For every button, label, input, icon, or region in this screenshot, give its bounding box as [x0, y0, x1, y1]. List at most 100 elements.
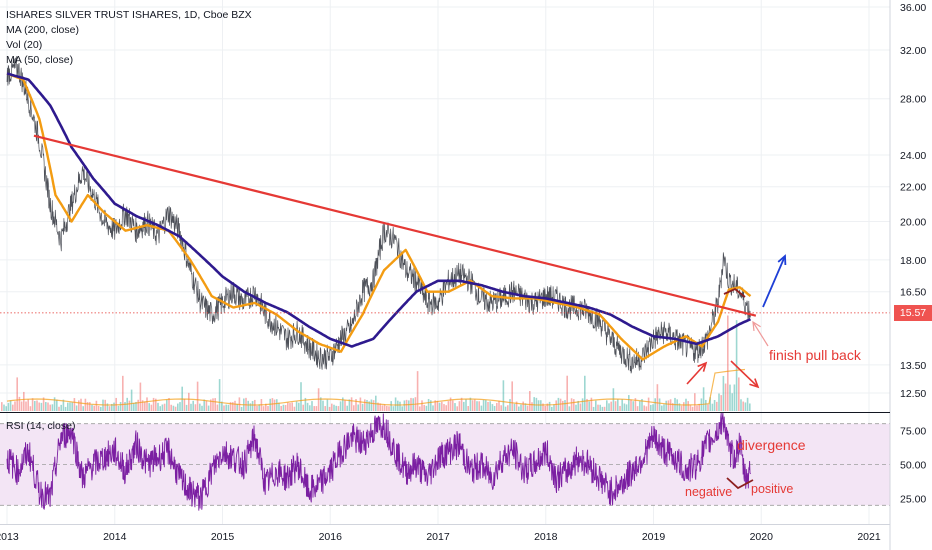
- volume-bar: [269, 398, 271, 411]
- arrow-volume-fall-head: [749, 378, 760, 389]
- legend-ma50: MA (50, close): [6, 54, 74, 66]
- volume-bar: [300, 382, 302, 411]
- volume-bar: [647, 397, 650, 411]
- volume-bar: [680, 405, 683, 411]
- volume-bar: [280, 405, 282, 411]
- volume-bar: [133, 403, 135, 411]
- volume-bar: [210, 399, 212, 411]
- volume-bar: [172, 405, 175, 411]
- volume-bar: [566, 375, 568, 411]
- series-layer: [0, 56, 890, 511]
- volume-bar: [564, 400, 566, 411]
- volume-bar: [293, 406, 296, 411]
- volume-bar: [364, 399, 366, 411]
- volume-bar: [641, 398, 643, 411]
- volume-bar: [16, 377, 18, 411]
- volume-bar: [663, 404, 665, 411]
- volume-bar: [597, 404, 599, 411]
- arrow-pull-back: [752, 321, 769, 347]
- volume-bar: [740, 399, 742, 411]
- volume-bar: [482, 399, 485, 411]
- volume-bar: [749, 403, 751, 411]
- volume-bar: [276, 399, 278, 411]
- volume-bar: [381, 405, 384, 411]
- volume-bar: [51, 404, 54, 411]
- annotation-shapes: [686, 254, 787, 490]
- chart-legend: ISHARES SILVER TRUST ISHARES, 1D, Cboe B…: [6, 8, 252, 68]
- volume-bar: [661, 405, 663, 411]
- volume-bar: [471, 400, 474, 411]
- volume-bar: [370, 399, 373, 411]
- volume-bar: [137, 399, 139, 411]
- volume-bar: [493, 406, 496, 411]
- volume-bar: [443, 404, 445, 411]
- volume-bar: [82, 406, 84, 411]
- price-series-line: [6, 56, 751, 374]
- volume-bar: [419, 406, 421, 411]
- volume-bar: [111, 403, 113, 411]
- y-tick-label: 16.50: [900, 287, 926, 299]
- volume-bar: [581, 398, 584, 411]
- volume-bar: [702, 387, 705, 411]
- volume-bar: [78, 400, 80, 411]
- x-tick-label: 2018: [534, 531, 558, 543]
- volume-bar: [727, 315, 729, 411]
- volume-bar: [73, 398, 76, 411]
- volume-bar: [282, 404, 285, 411]
- volume-bar: [399, 401, 401, 411]
- volume-bar: [194, 404, 197, 411]
- volume-bar: [403, 400, 406, 411]
- rsi-divergence-mark: [726, 477, 754, 490]
- volume-bar: [522, 401, 524, 411]
- volume-bar: [207, 405, 210, 411]
- volume-bar: [621, 399, 623, 411]
- volume-bar: [425, 405, 428, 411]
- volume-bar: [507, 405, 509, 411]
- volume-bar: [89, 402, 91, 411]
- volume-bar: [573, 399, 575, 411]
- volume-bar: [3, 404, 5, 411]
- volume-bar: [359, 397, 362, 411]
- volume-bar: [377, 402, 379, 411]
- volume-bar: [665, 400, 667, 411]
- volume-bar: [397, 400, 399, 411]
- volume-bar: [643, 405, 645, 411]
- volume-bar: [392, 406, 395, 411]
- volume-bar: [353, 405, 355, 411]
- volume-bar: [709, 397, 711, 411]
- rsi-line: [6, 412, 751, 511]
- volume-bar: [687, 401, 689, 411]
- volume-bar: [284, 404, 287, 411]
- volume-bar: [469, 397, 472, 411]
- volume-bar: [196, 381, 199, 411]
- volume-bar: [401, 406, 403, 411]
- volume-bar: [491, 404, 494, 411]
- volume-bar: [595, 400, 597, 411]
- volume-bar: [49, 404, 51, 411]
- volume-bar: [513, 403, 516, 411]
- volume-bar: [716, 401, 718, 411]
- volume-bar: [729, 384, 731, 411]
- volume-bar: [29, 406, 32, 411]
- volume-bar: [170, 404, 172, 411]
- volume-bar: [590, 397, 593, 411]
- volume-bar: [592, 406, 595, 411]
- volume-bar: [639, 401, 641, 411]
- volume-bar: [654, 398, 656, 411]
- volume-bar: [498, 400, 500, 411]
- volume-bar: [139, 382, 142, 411]
- volume-bar: [584, 375, 586, 411]
- volume-bar: [509, 399, 511, 411]
- volume-bar: [304, 397, 307, 411]
- volume-bar: [568, 406, 571, 411]
- volume-bar: [168, 397, 170, 411]
- volume-bar: [190, 403, 192, 411]
- volume-bar: [350, 397, 353, 411]
- volume-bar: [423, 404, 425, 411]
- volume-bar: [309, 405, 311, 411]
- volume-bar: [58, 406, 60, 411]
- arrow-volume-rise-head: [697, 361, 708, 372]
- volume-bar: [542, 403, 544, 411]
- arrow-volume-fall: [730, 360, 759, 388]
- volume-bar: [531, 402, 533, 411]
